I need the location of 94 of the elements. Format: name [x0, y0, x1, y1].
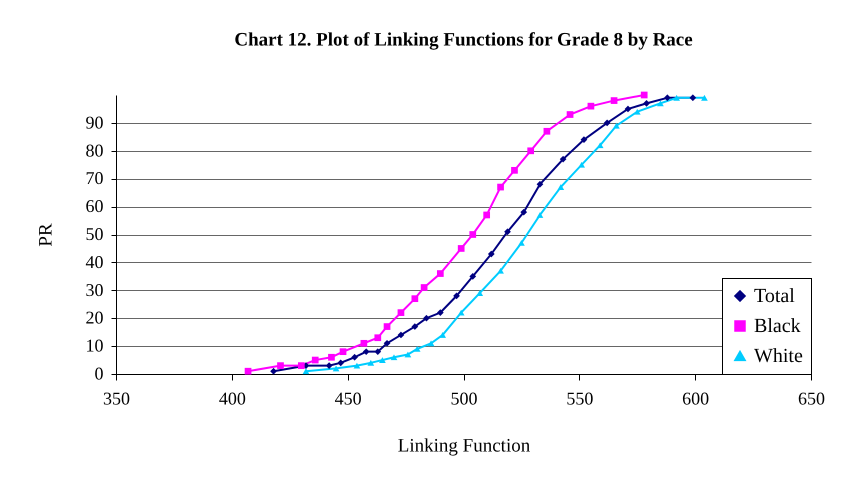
point	[458, 245, 465, 252]
point	[384, 323, 390, 330]
legend-label: Total	[754, 285, 796, 307]
point	[398, 332, 404, 338]
point	[497, 184, 504, 190]
legend-label: White	[754, 345, 803, 367]
point	[557, 184, 564, 190]
point	[596, 142, 604, 148]
point	[411, 295, 418, 302]
y-tick-label: 60	[86, 196, 104, 216]
point	[423, 314, 430, 322]
point	[277, 362, 284, 369]
legend-label: Black	[754, 315, 801, 337]
x-tick-label: 650	[798, 388, 825, 408]
point	[453, 292, 460, 300]
point	[384, 340, 390, 347]
point	[488, 250, 495, 258]
point	[298, 362, 305, 369]
x-axis-title: Linking Function	[398, 436, 531, 456]
point	[560, 156, 566, 163]
point	[326, 362, 332, 369]
point	[367, 360, 374, 366]
point	[469, 231, 476, 238]
y-tick-label: 20	[86, 308, 104, 328]
point	[354, 362, 360, 369]
point	[504, 228, 511, 236]
point	[332, 366, 340, 372]
point	[664, 94, 671, 102]
point	[613, 122, 620, 129]
y-tick-label: 0	[94, 364, 104, 384]
y-tick-label: 40	[86, 252, 104, 272]
y-tick-label: 70	[86, 168, 104, 188]
point	[458, 310, 465, 316]
y-tick-label: 50	[86, 224, 104, 244]
point	[610, 97, 618, 104]
x-tick-label: 600	[682, 388, 710, 408]
point	[536, 212, 544, 218]
point	[420, 284, 428, 291]
y-tick-label: 80	[86, 140, 104, 160]
point	[328, 354, 335, 361]
y-tick-label: 90	[86, 112, 104, 132]
point	[657, 100, 664, 106]
point	[604, 120, 610, 126]
x-tick-label: 400	[218, 388, 246, 408]
point	[689, 94, 696, 102]
point	[527, 147, 534, 154]
point	[351, 354, 358, 361]
point	[536, 180, 544, 188]
point	[390, 354, 398, 360]
point	[483, 212, 490, 218]
point	[337, 359, 344, 366]
point	[588, 102, 594, 110]
x-tick-label: 450	[334, 388, 362, 408]
point	[511, 166, 518, 174]
point	[362, 348, 370, 356]
point	[544, 128, 550, 135]
point	[520, 208, 528, 216]
y-tick-label: 10	[86, 336, 104, 356]
point	[701, 94, 708, 101]
point	[436, 270, 444, 277]
point	[580, 136, 588, 143]
point	[360, 340, 368, 347]
point	[398, 309, 404, 316]
point	[244, 368, 252, 375]
x-tick-label: 500	[450, 388, 478, 408]
point	[302, 368, 310, 374]
point	[379, 357, 386, 363]
chart-title: Chart 12. Plot of Linking Functions for Grade 8 by Race	[234, 30, 693, 51]
point	[404, 352, 412, 358]
point	[624, 106, 632, 112]
point	[374, 348, 382, 356]
point	[436, 309, 444, 316]
point	[270, 368, 277, 375]
point	[312, 356, 319, 364]
point	[374, 334, 382, 342]
point	[566, 111, 574, 118]
point	[578, 162, 586, 168]
point	[340, 348, 346, 356]
y-tick-label: 30	[86, 280, 104, 300]
point	[411, 323, 418, 330]
point	[476, 290, 484, 296]
x-tick-label: 350	[103, 388, 130, 408]
x-tick-label: 550	[566, 388, 594, 408]
point	[439, 332, 446, 338]
point	[428, 340, 434, 346]
y-axis-title: PR	[36, 223, 56, 247]
point	[469, 272, 476, 280]
point	[497, 268, 504, 274]
point	[414, 346, 421, 352]
point	[518, 240, 525, 246]
point	[643, 100, 650, 107]
point	[634, 108, 641, 115]
point	[640, 92, 648, 98]
point	[673, 94, 680, 101]
